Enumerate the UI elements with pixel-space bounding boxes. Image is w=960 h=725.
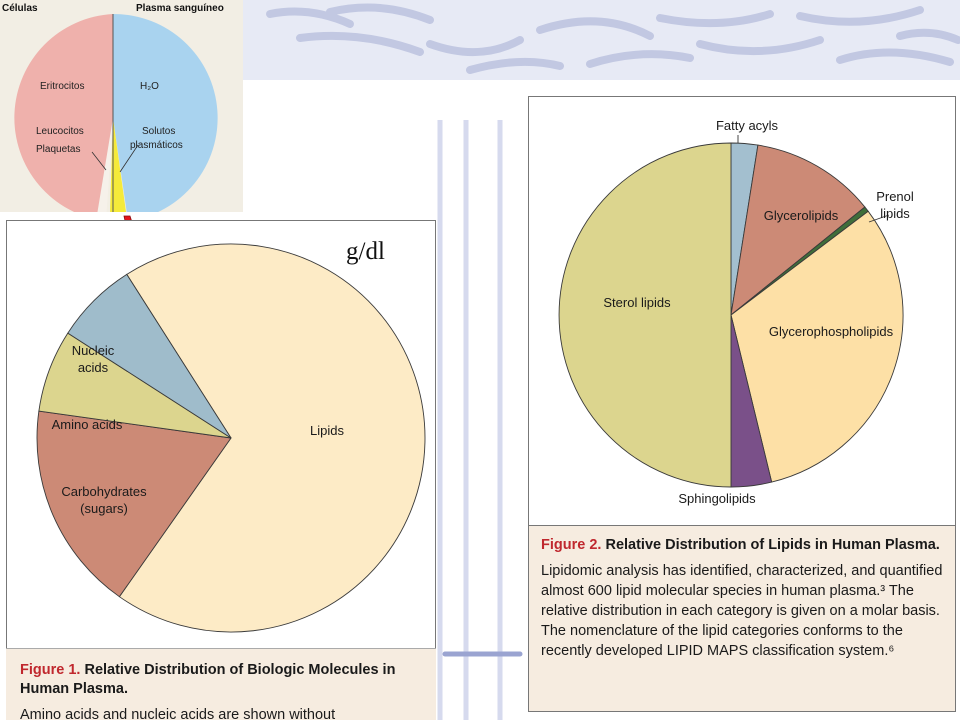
figure2-number: Figure 2.	[541, 537, 602, 553]
figure1-caption: Figure 1. Relative Distribution of Biolo…	[6, 648, 436, 723]
inset-heading-left: Células	[2, 3, 38, 14]
inset-pie: Células Plasma sanguíneo Eritrocitos H₂O…	[2, 3, 224, 212]
figure2-slice-glycerolipids	[730, 144, 866, 317]
figure2-label-sphingolipids: Sphingolipids	[678, 491, 756, 506]
figure1-label-nucleic-acids: Nucleic acids	[72, 343, 115, 375]
figure1-title: Relative Distribution of Biologic Molecu…	[20, 662, 396, 697]
figure2-caption-body: Lipidomic analysis has identified, chara…	[541, 563, 943, 659]
figure1-chart-panel: Lipids Carbohydrates (sugars) Amino acids Nu…	[6, 220, 436, 660]
inset-label-solutes-1: Solutos	[142, 126, 175, 137]
inset-label-wbc-2: Plaquetas	[36, 144, 80, 155]
inset-slice-solutes	[110, 118, 126, 212]
figure2-title: Relative Distribution of Lipids in Human…	[605, 537, 940, 553]
figure1-slice-carbohydrates-sugars	[36, 410, 232, 598]
inset-blood-diagram: Células Plasma sanguíneo Eritrocitos H₂O…	[0, 0, 243, 212]
figure1-slice-lipids	[118, 243, 426, 633]
figure1-label-lipids: Lipids	[310, 423, 344, 438]
figure2-slice-glycerophospholipids	[730, 210, 904, 483]
figure2-leader-prenol-lipids	[868, 214, 890, 223]
figure2-label-glycerophospholipids: Glycerophospholipids	[769, 324, 894, 339]
inset-label-rbc: Eritrocitos	[40, 81, 84, 92]
figure2-label-prenol-lipids: Prenol lipids	[876, 189, 914, 221]
figure1-number: Figure 1.	[20, 662, 81, 678]
inset-heading-right: Plasma sanguíneo	[136, 3, 224, 14]
figure2-pie: Fatty acyls Glycerolipids Prenol lipids Glyc…	[558, 118, 914, 506]
figure2-caption-title: Figure 2. Relative Distribution of Lipid…	[541, 536, 943, 555]
unit-label: g/dl	[346, 238, 385, 265]
figure1-caption-body: Amino acids and nucleic acids are shown …	[20, 707, 336, 723]
inset-slice-wbc	[97, 118, 113, 212]
inset-label-solutes-2: plasmáticos	[130, 140, 183, 151]
figure2-chart-panel: Fatty acyls Glycerolipids Prenol lipids Glyc…	[528, 96, 956, 526]
inset-slice-cells	[14, 14, 113, 212]
figure2-caption: Figure 2. Relative Distribution of Lipid…	[528, 526, 956, 712]
figure1-pie: Lipids Carbohydrates (sugars) Amino acids Nu…	[36, 243, 426, 633]
figure2-label-fatty-acyls: Fatty acyls	[716, 118, 779, 133]
figure2-slice-sterol-lipids	[558, 142, 732, 488]
figure2-label-glycerolipids: Glycerolipids	[764, 208, 839, 223]
figure1-label-amino-acids: Amino acids	[52, 417, 123, 432]
inset-slice-plasma	[113, 13, 218, 212]
figure2-label-sterol-lipids: Sterol lipids	[603, 295, 671, 310]
figure1-caption-title: Figure 1. Relative Distribution of Biolo…	[20, 661, 424, 699]
figure1-slice-nucleic-acids	[67, 273, 232, 439]
inset-label-wbc-1: Leucocitos	[36, 126, 84, 137]
figure1-label-carbohydrates-sugars: Carbohydrates (sugars)	[61, 484, 147, 516]
inset-label-water: H₂O	[140, 81, 159, 92]
